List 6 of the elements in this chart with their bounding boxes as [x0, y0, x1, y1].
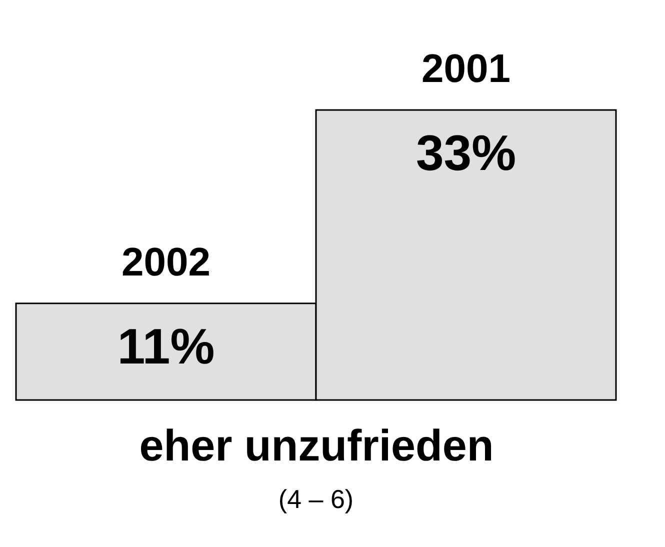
x-tick-label: 2001 — [422, 47, 510, 91]
x-tick-label: 2002 — [122, 240, 210, 284]
x-axis-title: eher unzufrieden — [139, 422, 494, 470]
data-label: 33% — [416, 125, 516, 181]
text: (4 – 6) — [278, 484, 354, 514]
data-label: 11% — [117, 318, 215, 374]
